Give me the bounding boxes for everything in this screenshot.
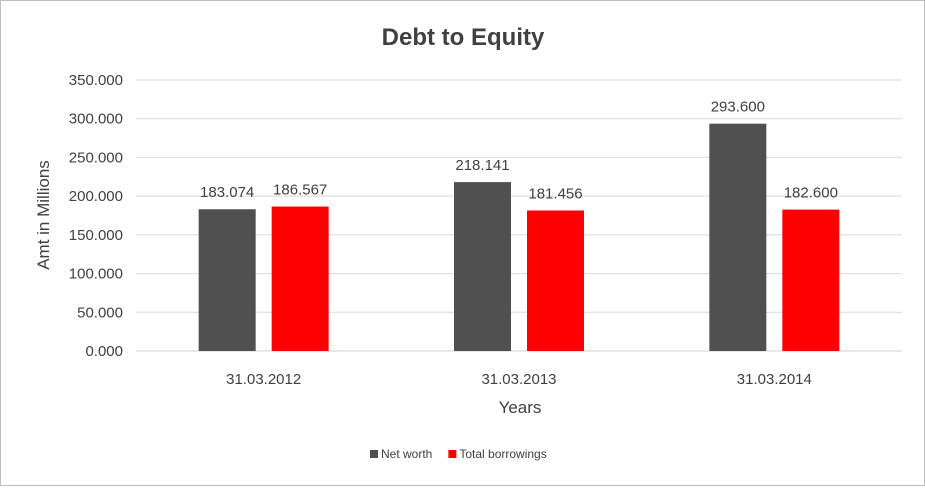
y-tick-label: 200.000 <box>69 188 123 205</box>
y-tick-label: 250.000 <box>69 149 123 166</box>
x-axis-ticks: 31.03.2012 31.03.2013 31.03.2014 <box>226 371 812 388</box>
data-label: 183.074 <box>200 184 254 201</box>
legend-label: Net worth <box>381 447 432 461</box>
legend-swatch <box>448 450 457 458</box>
data-label: 186.567 <box>273 182 327 199</box>
data-labels: 183.074 186.567 218.141 181.456 293.600 182.6… <box>200 99 838 203</box>
y-tick-label: 100.000 <box>69 266 123 283</box>
data-label: 293.600 <box>711 99 765 116</box>
y-tick-label: 50.000 <box>77 304 123 321</box>
bar-net-worth <box>198 209 256 351</box>
bar-net-worth <box>709 123 767 352</box>
x-tick-label: 31.03.2012 <box>226 371 301 388</box>
x-tick-label: 31.03.2013 <box>481 371 556 388</box>
y-tick-label: 150.000 <box>69 227 123 244</box>
y-tick-label: 0.000 <box>85 343 123 360</box>
chart-title: Debt to Equity <box>382 24 545 51</box>
bar-total-borrowings <box>782 209 840 351</box>
bar-total-borrowings <box>271 206 329 351</box>
legend-label: Total borrowings <box>459 447 546 461</box>
legend: Net worth Total borrowings <box>370 447 547 461</box>
y-tick-label: 350.000 <box>69 72 123 89</box>
y-axis-title: Amt in Millions <box>34 160 53 270</box>
x-tick-label: 31.03.2014 <box>737 371 812 388</box>
y-tick-label: 300.000 <box>69 111 123 128</box>
legend-swatch <box>370 450 378 458</box>
x-axis-title: Years <box>499 398 542 417</box>
bar-total-borrowings <box>527 210 584 351</box>
gridlines <box>136 79 902 352</box>
bar-net-worth <box>454 182 511 351</box>
data-label: 218.141 <box>455 157 509 174</box>
y-axis-ticks: 0.000 50.000 100.000 150.000 200.000 250.000 3… <box>69 72 123 360</box>
data-label: 181.456 <box>528 186 582 203</box>
bars <box>198 123 840 352</box>
data-label: 182.600 <box>784 185 838 202</box>
